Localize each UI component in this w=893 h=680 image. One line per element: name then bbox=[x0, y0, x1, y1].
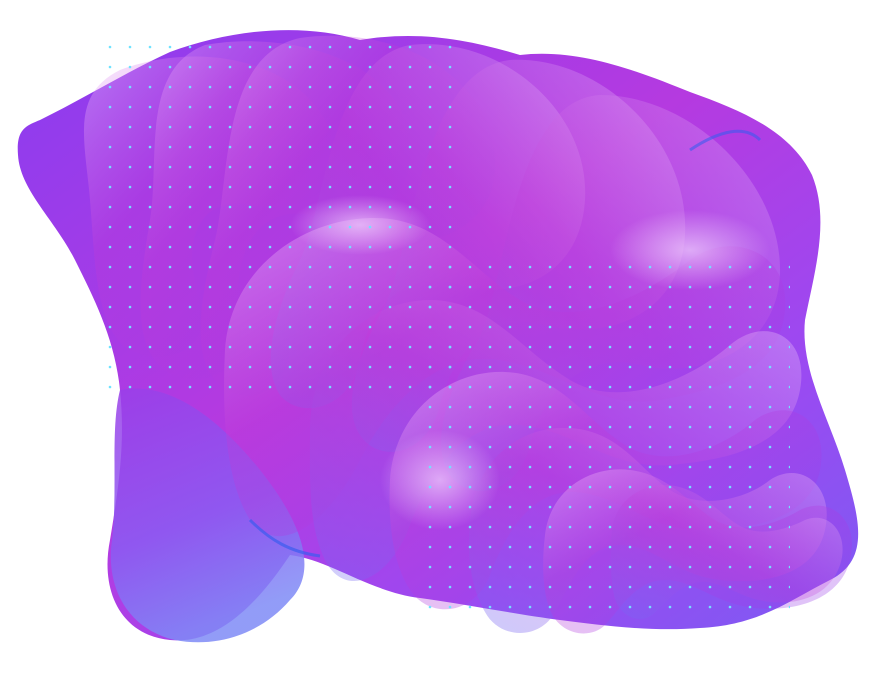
left-lobe bbox=[110, 388, 305, 643]
dot-grid-bottom-right bbox=[420, 262, 790, 620]
blue-edge-accent bbox=[248, 518, 321, 558]
dot-grid-top-left bbox=[100, 38, 460, 398]
blue-edge-accent bbox=[689, 129, 762, 152]
